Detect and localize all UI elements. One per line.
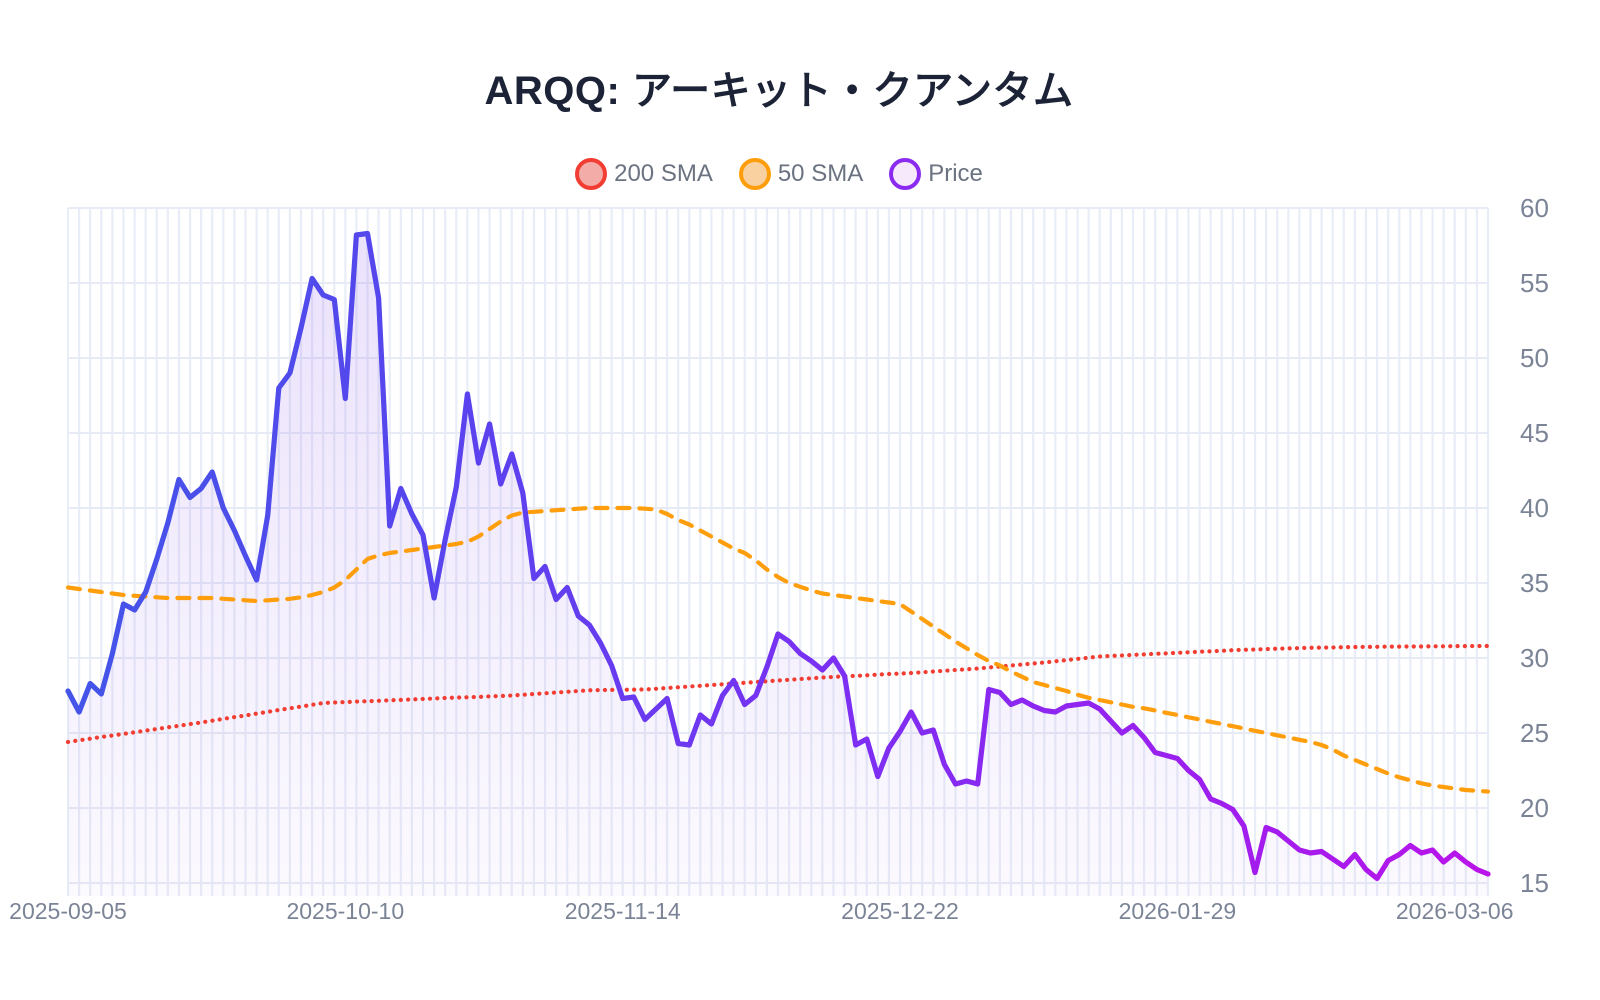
price-area-fill: [68, 233, 1488, 896]
x-axis-label: 2025-09-05: [9, 898, 127, 924]
sma-50-line: [65, 505, 1491, 794]
legend-label-price: Price: [928, 160, 983, 187]
x-axis-label: 2025-11-14: [565, 898, 681, 924]
y-axis-label: 30: [1520, 643, 1549, 673]
legend-item-200-sma[interactable]: 200 SMA: [575, 158, 713, 190]
legend-item-price[interactable]: Price: [889, 158, 983, 190]
price-line: [65, 230, 1491, 882]
y-axis-label: 40: [1520, 493, 1549, 523]
x-axis-label: 2025-10-10: [286, 898, 404, 924]
y-axis-label: 50: [1520, 343, 1549, 373]
legend-label-200-sma: 200 SMA: [614, 160, 713, 187]
legend-marker-50-sma-icon: [738, 158, 771, 190]
y-axis-label: 20: [1520, 793, 1549, 823]
legend: 200 SMA 50 SMA Price: [0, 158, 1558, 190]
legend-item-50-sma[interactable]: 50 SMA: [738, 158, 864, 190]
x-axis-label: 2026-01-29: [1119, 898, 1237, 924]
legend-marker-price-icon: [889, 158, 922, 190]
y-axis-label: 25: [1520, 718, 1549, 748]
y-axis-label: 35: [1520, 568, 1549, 598]
x-axis-label: 2026-03-06: [1396, 898, 1514, 924]
y-axis-label: 15: [1520, 868, 1549, 898]
y-axis-label: 55: [1520, 268, 1549, 298]
legend-label-50-sma: 50 SMA: [777, 160, 864, 187]
y-axis-label: 45: [1520, 418, 1549, 448]
chart-title: ARQQ: アーキット・クアンタム: [484, 69, 1074, 113]
y-axis-label: 60: [1520, 193, 1549, 223]
x-axis-label: 2025-12-22: [841, 898, 959, 924]
legend-marker-200-sma-icon: [575, 158, 608, 190]
sma-200-line: [65, 643, 1491, 745]
